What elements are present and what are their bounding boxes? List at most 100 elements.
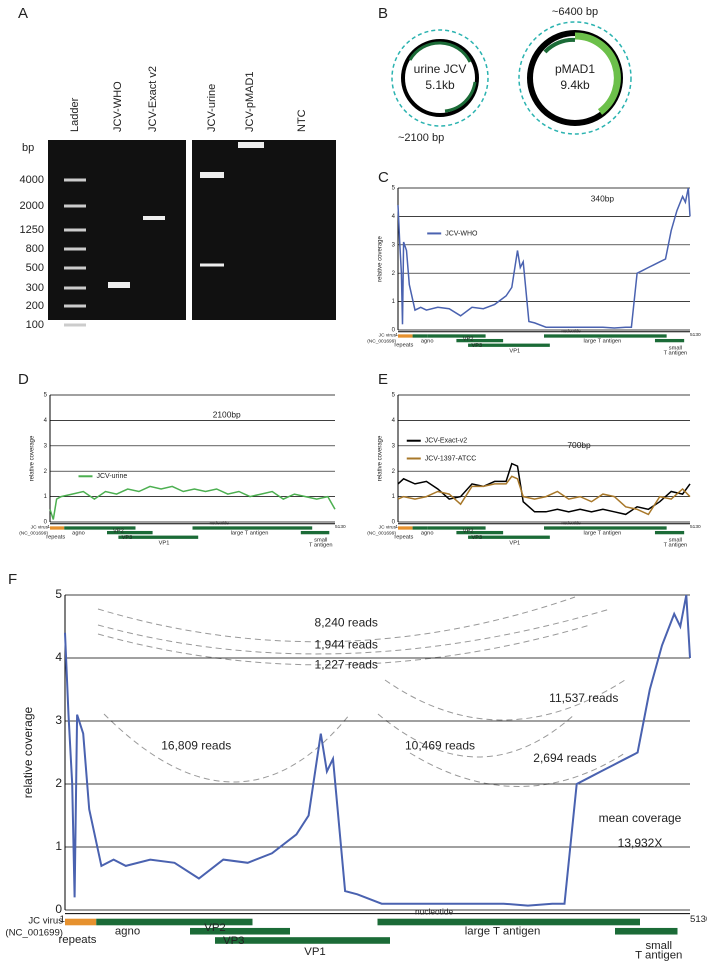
- fragment-size: ~2100 bp: [398, 132, 444, 144]
- y-tick-label: 3: [392, 242, 396, 248]
- gene-bar: [427, 526, 486, 530]
- gene-bar: [654, 338, 685, 343]
- gene-bar: [398, 526, 413, 530]
- bp-label: 100: [26, 319, 44, 331]
- legend-label: JCV-1397-ATCC: [425, 455, 477, 462]
- bp-title: bp: [22, 142, 34, 154]
- track-label: nucleotide: [415, 907, 454, 917]
- y-axis-label: relative coverage: [378, 235, 384, 281]
- y-tick-label: 4: [55, 650, 62, 664]
- gene-bar: [412, 334, 428, 338]
- plasmid: [401, 39, 479, 117]
- y-tick-label: 1: [44, 494, 48, 500]
- gel: [192, 140, 336, 320]
- bp-label: 200: [26, 300, 44, 312]
- fragment-circle: [391, 29, 489, 127]
- gene-label: VP3: [471, 343, 482, 349]
- read-arcs: [97, 596, 626, 787]
- gene-label: VP1: [509, 541, 520, 547]
- genome-label: (NC_001699): [367, 339, 396, 345]
- gene-bar: [615, 927, 678, 935]
- genome-label: JC virus: [31, 525, 49, 531]
- lane-label: JCV-pMAD1: [244, 71, 256, 132]
- gene-label: T antigen: [664, 542, 688, 548]
- x-tick-label: 5130: [690, 332, 701, 338]
- gene-bar: [456, 530, 504, 535]
- gene-label: agno: [421, 338, 434, 344]
- gene-bar: [127, 918, 253, 926]
- x-tick-label: 1: [395, 332, 398, 338]
- genome-label: (NC_001699): [5, 927, 63, 938]
- annotation: 8,240 reads: [315, 616, 378, 630]
- gene-label: large T antigen: [231, 530, 269, 536]
- gene-label: repeats: [46, 535, 65, 541]
- gene-label: small: [645, 940, 672, 952]
- bp-label: 300: [26, 282, 44, 294]
- gene-label: T antigen: [664, 350, 688, 356]
- x-tick-label: 1: [395, 524, 398, 530]
- track-label: nucleotide: [210, 520, 230, 525]
- gene-label: T antigen: [309, 542, 333, 548]
- gene-label: repeats: [394, 535, 413, 541]
- gene-bar: [50, 526, 65, 530]
- y-tick-label: 0: [392, 328, 396, 334]
- gene-label: small: [669, 346, 682, 352]
- genome-label: JC virus: [379, 525, 397, 531]
- bp-label: 2000: [20, 200, 44, 212]
- genome-label: (NC_001699): [19, 531, 48, 537]
- gene-bar: [190, 927, 290, 935]
- y-tick-label: 5: [44, 393, 48, 399]
- x-tick-label: 1: [47, 524, 50, 530]
- gene-bar: [118, 535, 199, 539]
- gene-label: T antigen: [635, 950, 682, 962]
- gene-bar: [192, 526, 313, 530]
- gene-arc: [408, 41, 477, 113]
- genome-label: JC virus: [28, 915, 63, 926]
- gene-bar: [398, 334, 413, 338]
- plasmid-name: pMAD1: [555, 62, 595, 76]
- gene-label: VP3: [122, 535, 133, 541]
- gene-label: repeats: [59, 934, 97, 946]
- x-tick-label: 5130: [690, 914, 707, 925]
- y-tick-label: 2: [392, 469, 396, 475]
- gene-label: VP1: [159, 541, 170, 547]
- gene-label: VP3: [471, 535, 482, 541]
- band: [238, 142, 264, 148]
- fragment-size: ~6400 bp: [552, 6, 598, 18]
- annotation: 2100bp: [213, 410, 241, 420]
- annotation: 1,227 reads: [315, 658, 378, 672]
- panel-label: C: [378, 169, 389, 186]
- gene-label: small: [669, 538, 682, 544]
- gene-label: large T antigen: [465, 926, 541, 938]
- ladder-band: [64, 228, 86, 232]
- gene-bar: [654, 530, 685, 535]
- lane-label: JCV-urine: [206, 84, 218, 132]
- annotation: 700bp: [567, 440, 591, 450]
- gene-arc: [543, 37, 576, 54]
- panel-label: E: [378, 371, 388, 388]
- bp-label: 500: [26, 262, 44, 274]
- gene-bar: [78, 526, 136, 530]
- panel-label: F: [8, 571, 17, 588]
- y-tick-label: 5: [55, 587, 62, 601]
- gene-label: VP1: [509, 349, 520, 355]
- gene-bar: [412, 526, 428, 530]
- band: [143, 216, 165, 220]
- y-tick-label: 3: [44, 443, 48, 449]
- x-tick-label: 1: [60, 914, 65, 925]
- ladder-band: [64, 178, 86, 182]
- gene-label: large T antigen: [584, 530, 622, 536]
- gene-bar: [427, 334, 486, 338]
- legend-label: JCV-WHO: [445, 230, 478, 237]
- bp-label: 4000: [20, 174, 44, 186]
- gene-bar: [377, 918, 640, 926]
- panel-label: A: [18, 5, 28, 22]
- y-tick-label: 3: [55, 713, 62, 727]
- gene-bar: [544, 526, 667, 530]
- gene-bar: [215, 937, 390, 944]
- band: [108, 282, 130, 288]
- plasmid-size: 5.1kb: [425, 78, 455, 92]
- lane-label: JCV-WHO: [112, 81, 124, 132]
- panel-label: B: [378, 5, 388, 22]
- gene-bar: [300, 530, 330, 535]
